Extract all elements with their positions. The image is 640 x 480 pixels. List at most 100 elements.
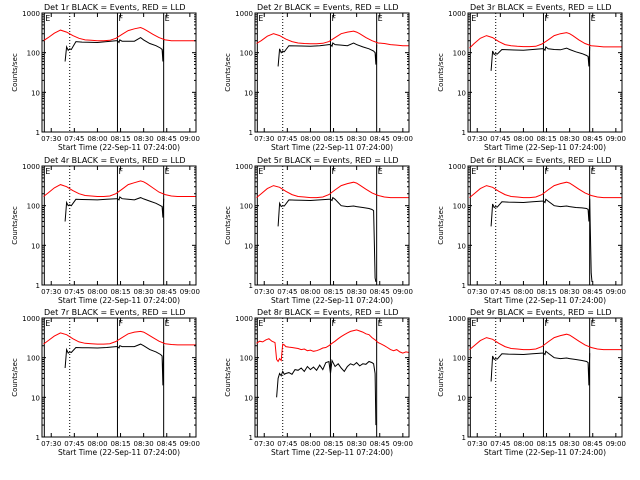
marker-label: E xyxy=(165,319,170,328)
series-lld-line xyxy=(256,329,410,363)
marker-label: E xyxy=(471,167,476,176)
panel-title: Det 6r BLACK = Events, RED = LLD xyxy=(470,156,612,165)
panel-title: Det 5r BLACK = Events, RED = LLD xyxy=(257,156,399,165)
series-lld-line xyxy=(256,30,409,47)
plot-frame xyxy=(467,165,623,286)
x-tick-label: 08:30 xyxy=(134,440,154,448)
series-events-line xyxy=(490,198,593,282)
x-axis-label: Start Time (22-Sep-11 07:24:00) xyxy=(271,143,393,152)
marker-label: E xyxy=(591,167,596,176)
marker-label: E xyxy=(471,14,476,23)
panel-title: Det 4r BLACK = Events, RED = LLD xyxy=(44,156,186,165)
x-tick-label: 08:30 xyxy=(560,440,580,448)
series-lld-line xyxy=(469,333,622,351)
x-tick-label: 09:00 xyxy=(393,440,413,448)
y-tick-label: 1 xyxy=(36,129,40,137)
x-tick-label: 09:00 xyxy=(606,288,626,296)
y-tick-label: 1000 xyxy=(22,163,40,171)
y-axis-label: Counts/sec xyxy=(224,358,232,397)
x-tick-label: 08:00 xyxy=(87,135,107,143)
marker-label: E xyxy=(378,167,383,176)
x-tick-label: 08:00 xyxy=(300,135,320,143)
x-tick-label: 07:45 xyxy=(277,440,297,448)
marker-label: E xyxy=(378,14,383,23)
y-tick-label: 10 xyxy=(31,394,40,402)
y-tick-label: 10 xyxy=(244,394,253,402)
marker-label: E xyxy=(378,319,383,328)
plot-frame xyxy=(254,12,410,133)
marker-label: E xyxy=(165,14,170,23)
y-tick-label: 100 xyxy=(27,355,40,363)
y-tick-label: 1 xyxy=(249,129,253,137)
x-tick-label: 08:45 xyxy=(370,135,390,143)
series-events-line xyxy=(490,46,591,71)
series-events-line xyxy=(64,343,165,386)
plot-frame xyxy=(467,317,623,438)
y-axis-label: Counts/sec xyxy=(224,53,232,92)
x-tick-label: 08:00 xyxy=(87,440,107,448)
series-events-line xyxy=(490,350,591,386)
x-tick-label: 08:45 xyxy=(157,135,177,143)
x-tick-label: 07:45 xyxy=(490,135,510,143)
y-tick-label: 10 xyxy=(457,89,466,97)
series-lld-line xyxy=(43,180,196,197)
y-axis-label: Counts/sec xyxy=(437,358,445,397)
x-tick-label: 08:15 xyxy=(536,440,556,448)
x-tick-label: 07:45 xyxy=(490,440,510,448)
marker-label: F xyxy=(118,14,123,23)
x-tick-label: 09:00 xyxy=(606,135,626,143)
panel-title: Det 7r BLACK = Events, RED = LLD xyxy=(44,308,186,317)
series-events-line xyxy=(64,196,165,222)
y-axis-label: Counts/sec xyxy=(11,206,19,245)
y-tick-label: 100 xyxy=(240,50,253,58)
x-tick-label: 08:15 xyxy=(110,440,130,448)
series-lld-line xyxy=(43,26,196,42)
y-axis-label: Counts/sec xyxy=(11,358,19,397)
x-tick-label: 07:30 xyxy=(41,288,61,296)
y-tick-label: 100 xyxy=(27,50,40,58)
detector-panel-4: Det 4r BLACK = Events, RED = LLD E F E 1 10 10… xyxy=(11,156,200,305)
y-axis-label: Counts/sec xyxy=(11,53,19,92)
y-tick-label: 10 xyxy=(244,242,253,250)
x-tick-label: 08:45 xyxy=(370,288,390,296)
y-tick-label: 1 xyxy=(249,434,253,442)
x-tick-label: 08:00 xyxy=(300,440,320,448)
x-tick-label: 08:45 xyxy=(583,288,603,296)
marker-label: E xyxy=(258,14,263,23)
plot-frame xyxy=(254,165,410,286)
x-tick-label: 08:15 xyxy=(536,288,556,296)
marker-label: E xyxy=(591,319,596,328)
x-tick-label: 07:30 xyxy=(467,135,487,143)
x-tick-label: 07:30 xyxy=(254,135,274,143)
series-lld-line xyxy=(256,181,409,199)
x-tick-label: 08:15 xyxy=(323,440,343,448)
x-tick-label: 08:15 xyxy=(536,135,556,143)
y-tick-label: 100 xyxy=(240,355,253,363)
marker-label: F xyxy=(331,319,336,328)
x-tick-label: 07:30 xyxy=(254,440,274,448)
x-tick-label: 07:45 xyxy=(64,440,84,448)
x-tick-label: 08:15 xyxy=(323,135,343,143)
x-tick-label: 09:00 xyxy=(393,135,413,143)
marker-label: E xyxy=(45,319,50,328)
y-tick-label: 100 xyxy=(453,50,466,58)
x-tick-label: 07:30 xyxy=(467,440,487,448)
y-tick-label: 100 xyxy=(27,203,40,211)
x-tick-label: 07:30 xyxy=(467,288,487,296)
x-axis-label: Start Time (22-Sep-11 07:24:00) xyxy=(271,448,393,457)
x-tick-label: 07:30 xyxy=(254,288,274,296)
marker-label: E xyxy=(471,319,476,328)
marker-label: F xyxy=(331,14,336,23)
x-tick-label: 08:30 xyxy=(560,288,580,296)
panel-title: Det 3r BLACK = Events, RED = LLD xyxy=(470,3,612,12)
x-tick-label: 08:30 xyxy=(560,135,580,143)
x-tick-label: 08:30 xyxy=(347,288,367,296)
x-tick-label: 08:30 xyxy=(347,440,367,448)
x-axis-label: Start Time (22-Sep-11 07:24:00) xyxy=(58,448,180,457)
y-tick-label: 1000 xyxy=(448,10,466,18)
y-axis-label: Counts/sec xyxy=(224,206,232,245)
x-tick-label: 07:45 xyxy=(277,135,297,143)
detector-panel-2: Det 2r BLACK = Events, RED = LLD E F E 1 10 10… xyxy=(224,3,413,152)
x-tick-label: 08:45 xyxy=(157,440,177,448)
y-tick-label: 10 xyxy=(457,242,466,250)
